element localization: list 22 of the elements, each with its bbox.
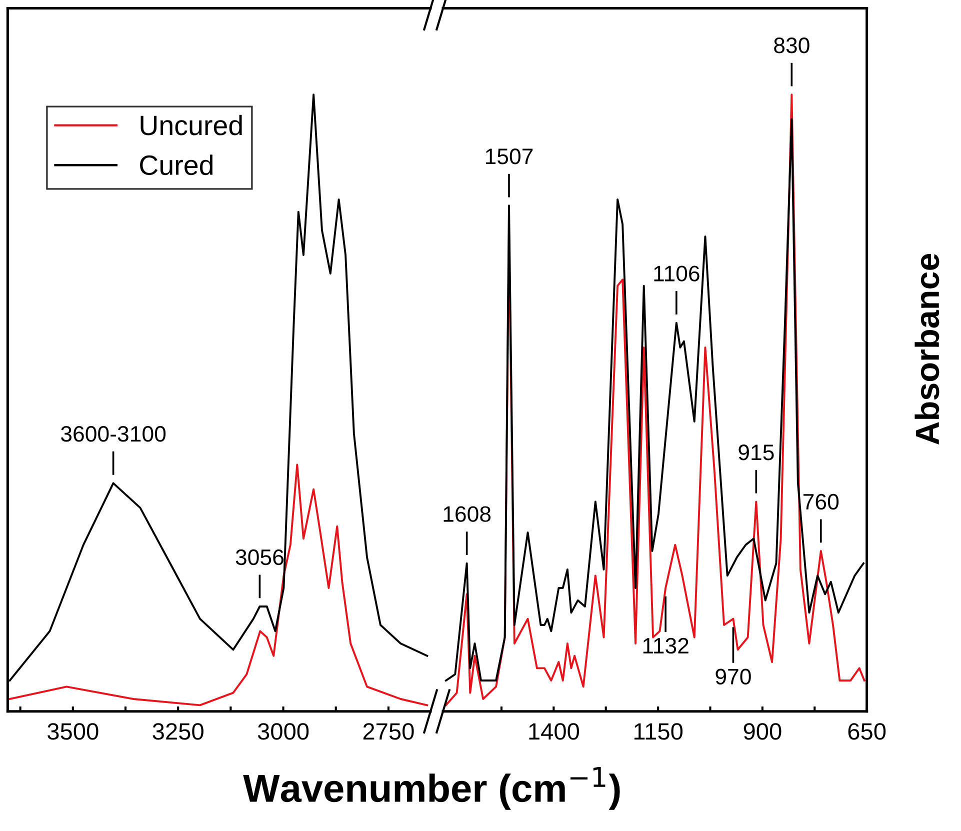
annotation: 1132	[643, 638, 688, 654]
annotation: 830	[774, 38, 810, 54]
annotation: 915	[738, 444, 774, 460]
x-tick-label: 650	[848, 723, 886, 740]
x-tick-label: 900	[744, 723, 782, 740]
x-tick-label: 3000	[258, 723, 309, 740]
x-tick-label: 3250	[152, 723, 204, 740]
x-tick-label: 3500	[48, 723, 98, 740]
y-axis-title: Absorbance	[914, 254, 940, 445]
annotation: 1507	[486, 148, 533, 164]
legend-label: Uncured	[140, 114, 242, 136]
annotation: 3056	[236, 549, 284, 566]
x-tick-label: 1400	[529, 723, 580, 740]
x-axis-title: Wavenumber (cm$^{−1}$)	[243, 767, 620, 810]
annotation: 970	[716, 668, 751, 684]
legend-label: Cured	[140, 154, 212, 176]
x-tick-label: 2750	[363, 723, 414, 740]
annotation: 3600-3100	[61, 426, 166, 442]
annotation: 1106	[654, 266, 700, 282]
annotation: 760	[803, 494, 839, 510]
x-tick-label: 1150	[634, 723, 683, 740]
annotation: 1608	[444, 506, 491, 522]
